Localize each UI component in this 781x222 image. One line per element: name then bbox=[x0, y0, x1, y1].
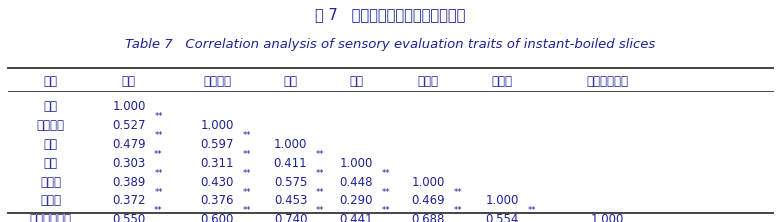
Text: **: ** bbox=[316, 150, 325, 159]
Text: **: ** bbox=[243, 206, 251, 215]
Text: 1.000: 1.000 bbox=[340, 157, 373, 170]
Text: 1.000: 1.000 bbox=[112, 100, 145, 113]
Text: **: ** bbox=[243, 169, 251, 178]
Text: 0.469: 0.469 bbox=[411, 194, 445, 207]
Text: 0.550: 0.550 bbox=[112, 213, 145, 222]
Text: **: ** bbox=[154, 150, 162, 159]
Text: 0.303: 0.303 bbox=[112, 157, 145, 170]
Text: 整体可接受性: 整体可接受性 bbox=[587, 75, 629, 87]
Text: 嫩度: 嫩度 bbox=[349, 75, 363, 87]
Text: 0.376: 0.376 bbox=[201, 194, 234, 207]
Text: 1.000: 1.000 bbox=[486, 194, 519, 207]
Text: 0.311: 0.311 bbox=[201, 157, 234, 170]
Text: 0.600: 0.600 bbox=[201, 213, 234, 222]
Text: 0.527: 0.527 bbox=[112, 119, 145, 132]
Text: **: ** bbox=[382, 206, 390, 215]
Text: **: ** bbox=[155, 188, 163, 196]
Text: **: ** bbox=[454, 206, 462, 215]
Text: **: ** bbox=[316, 188, 324, 196]
Text: 滋味: 滋味 bbox=[284, 75, 298, 87]
Text: 0.389: 0.389 bbox=[112, 176, 145, 188]
Text: **: ** bbox=[155, 131, 163, 140]
Text: 1.000: 1.000 bbox=[201, 119, 234, 132]
Text: 整体可接受性: 整体可接受性 bbox=[30, 213, 72, 222]
Text: 0.448: 0.448 bbox=[340, 176, 373, 188]
Text: **: ** bbox=[316, 169, 324, 178]
Text: **: ** bbox=[155, 169, 162, 178]
Text: 熟肉香气: 熟肉香气 bbox=[37, 119, 65, 132]
Text: **: ** bbox=[243, 131, 251, 140]
Text: 熟肉香气: 熟肉香气 bbox=[203, 75, 231, 87]
Text: **: ** bbox=[528, 206, 536, 215]
Text: **: ** bbox=[454, 188, 462, 196]
Text: 多汁性: 多汁性 bbox=[418, 75, 438, 87]
Text: 残渣量: 残渣量 bbox=[41, 194, 61, 207]
Text: 0.740: 0.740 bbox=[274, 213, 307, 222]
Text: 嫩度: 嫩度 bbox=[44, 157, 58, 170]
Text: 表 7   涮制肉的感官评价性状相关性: 表 7 涮制肉的感官评价性状相关性 bbox=[316, 7, 465, 22]
Text: 0.372: 0.372 bbox=[112, 194, 145, 207]
Text: 残渣量: 残渣量 bbox=[492, 75, 512, 87]
Text: 1.000: 1.000 bbox=[412, 176, 444, 188]
Text: **: ** bbox=[154, 206, 162, 215]
Text: 1.000: 1.000 bbox=[274, 138, 307, 151]
Text: 0.453: 0.453 bbox=[274, 194, 307, 207]
Text: 0.688: 0.688 bbox=[412, 213, 444, 222]
Text: 0.554: 0.554 bbox=[486, 213, 519, 222]
Text: 色泽: 色泽 bbox=[122, 75, 136, 87]
Text: 0.575: 0.575 bbox=[274, 176, 307, 188]
Text: 1.000: 1.000 bbox=[591, 213, 624, 222]
Text: **: ** bbox=[382, 169, 390, 178]
Text: 0.411: 0.411 bbox=[273, 157, 308, 170]
Text: 色泽: 色泽 bbox=[44, 100, 58, 113]
Text: 0.479: 0.479 bbox=[112, 138, 146, 151]
Text: **: ** bbox=[243, 150, 251, 159]
Text: 项目: 项目 bbox=[44, 75, 58, 87]
Text: **: ** bbox=[316, 206, 325, 215]
Text: Table 7   Correlation analysis of sensory evaluation traits of instant-boiled sl: Table 7 Correlation analysis of sensory … bbox=[126, 38, 655, 51]
Text: **: ** bbox=[382, 188, 390, 196]
Text: 滋味: 滋味 bbox=[44, 138, 58, 151]
Text: **: ** bbox=[243, 188, 251, 196]
Text: 多汁性: 多汁性 bbox=[41, 176, 61, 188]
Text: 0.290: 0.290 bbox=[340, 194, 373, 207]
Text: 0.441: 0.441 bbox=[339, 213, 373, 222]
Text: 0.597: 0.597 bbox=[201, 138, 234, 151]
Text: **: ** bbox=[155, 112, 163, 121]
Text: 0.430: 0.430 bbox=[201, 176, 234, 188]
